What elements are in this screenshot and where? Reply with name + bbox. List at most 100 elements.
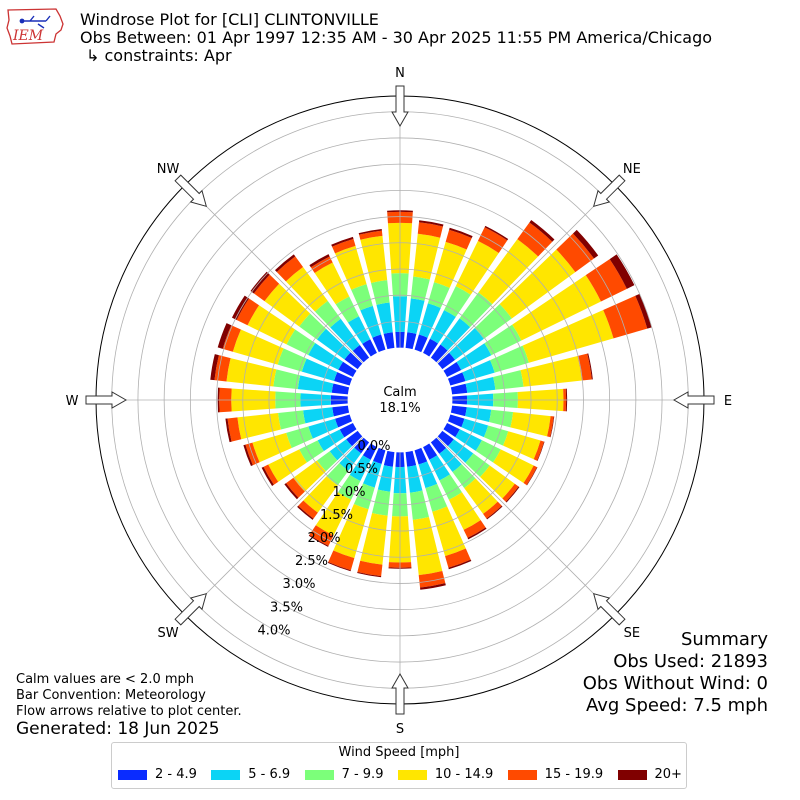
wind-bar-segment (478, 239, 539, 305)
calm-value: 18.1% (379, 401, 420, 416)
wind-bar-segment (510, 412, 551, 437)
wind-bar-segment (328, 550, 355, 571)
wind-bar-segment (503, 431, 541, 460)
wind-bar-segment (358, 229, 382, 235)
wind-bar-segment (371, 280, 390, 305)
wind-bar-segment (334, 372, 353, 386)
wind-bar-segment (303, 476, 338, 513)
wind-bar-segment (455, 240, 499, 295)
wind-bar-segment (444, 286, 471, 317)
flow-arrow-ne (592, 174, 626, 208)
wind-bar-segment (247, 305, 296, 345)
wind-bar-segment (362, 443, 377, 460)
wind-bar-segment (297, 505, 314, 520)
grid-spoke (436, 184, 616, 364)
radial-tick-label: 0.5% (345, 462, 378, 477)
wind-bar-segment (533, 440, 545, 461)
wind-bar-segment (372, 334, 386, 353)
direction-label-se: SE (624, 626, 640, 641)
radial-tick-label: 1.5% (320, 508, 353, 523)
wind-barb (22, 15, 51, 29)
wind-bar-segment (489, 409, 514, 428)
iem-logo: IEM (6, 8, 64, 45)
wind-bar-segment (293, 460, 326, 492)
wind-bar-segment (225, 418, 232, 443)
wind-bar-segment (547, 416, 554, 438)
wind-bar-segment (414, 334, 428, 353)
calm-note: Calm values are < 2.0 mph (16, 672, 195, 687)
wind-bar-segment (286, 329, 316, 356)
wind-bar-segment (430, 344, 448, 363)
wind-bar-segment (475, 440, 501, 463)
wind-bar-segment (523, 465, 537, 486)
direction-label-s: S (396, 722, 404, 737)
grid-spoke (184, 436, 364, 616)
wind-bar-segment (405, 450, 417, 467)
wind-bar-segment (303, 407, 334, 424)
radial-tick-label: 3.5% (270, 600, 303, 615)
wind-bar-segment (429, 310, 456, 344)
wind-bar-segment (277, 348, 307, 372)
wind-bar-segment (499, 249, 576, 319)
legend-item: 7 - 9.9 (304, 767, 383, 782)
wind-bar-segment (418, 220, 444, 227)
legend-item: 5 - 6.9 (211, 767, 290, 782)
wind-bar-segment (372, 489, 391, 516)
wind-bar-segment (236, 298, 260, 326)
wind-bar-segment (268, 449, 307, 482)
wind-bar-segment (301, 358, 338, 381)
radial-tick-label: 1.0% (332, 485, 365, 500)
constraints-line: ↳ constraints: Apr (86, 46, 232, 65)
obs-period: Obs Between: 01 Apr 1997 12:35 AM - 30 A… (80, 28, 713, 47)
wind-bar-segment (354, 437, 370, 454)
wind-bar-segment (373, 447, 386, 464)
wind-bar-segment (443, 423, 460, 438)
legend-item: 15 - 19.9 (507, 767, 603, 782)
direction-label-nw: NW (157, 162, 180, 177)
wind-bar-segment (383, 332, 395, 350)
wind-bar-segment (232, 329, 284, 365)
wind-bar-segment (327, 561, 351, 572)
wind-bar-segment (339, 423, 357, 438)
wind-bar-segment (434, 241, 467, 288)
direction-label-sw: SW (158, 626, 179, 641)
radial-tick-label: 2.5% (295, 554, 328, 569)
wind-bar-segment (284, 483, 299, 500)
wind-bar-segment (439, 474, 462, 500)
wind-bar-segment (418, 303, 441, 338)
wind-bar-segment (450, 383, 468, 395)
wind-bar-segment (314, 262, 350, 305)
wind-bar-segment (502, 483, 519, 502)
wind-bar-segment (286, 426, 313, 448)
wind-bar-segment (448, 559, 472, 570)
wind-bar-segment (308, 418, 339, 439)
wind-bar-segment (445, 229, 472, 250)
wind-bar-segment (226, 358, 277, 387)
wind-bar-segment (317, 429, 345, 452)
direction-label-e: E (724, 394, 732, 409)
flow-arrow-e (672, 391, 715, 409)
wind-bar-segment (522, 309, 614, 363)
wind-bar-segment (308, 342, 344, 370)
wind-bar-segment (407, 298, 425, 334)
wind-bar-segment (338, 361, 357, 377)
wind-bar-segment (409, 490, 429, 520)
wind-bar-segment (418, 570, 446, 588)
wind-bar-segment (474, 304, 512, 339)
obs-without-wind: Obs Without Wind: 0 (582, 673, 768, 694)
wind-bar-segment (297, 375, 334, 393)
wind-bar-segment (299, 440, 324, 463)
wind-bar-segment (490, 345, 529, 373)
wind-bar-segment (357, 571, 382, 578)
wind-bar-segment (443, 362, 462, 377)
wind-bar-segment (455, 429, 482, 451)
radial-tick-label: 3.0% (282, 577, 315, 592)
wind-bar-segment (520, 356, 582, 387)
wind-bar-segment (264, 283, 311, 327)
wind-bar-segment (463, 520, 486, 538)
wind-bar-segment (210, 354, 219, 381)
direction-label-n: N (395, 66, 405, 81)
bar-convention: Bar Convention: Meteorology (16, 688, 206, 703)
flow-arrow-nw (174, 174, 208, 208)
wind-bar-segment (353, 483, 375, 510)
